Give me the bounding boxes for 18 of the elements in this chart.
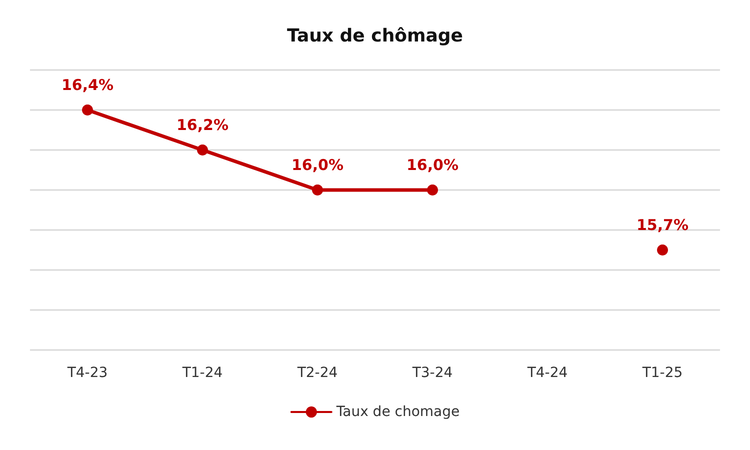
x-tick-label: T4-24: [526, 365, 568, 381]
point: [197, 144, 208, 156]
x-tick-label: T3-24: [411, 365, 453, 381]
data-label: 16,0%: [291, 156, 344, 174]
x-tick-label: T2-24: [296, 365, 338, 381]
point: [427, 184, 438, 196]
data-label: 16,4%: [61, 76, 114, 94]
x-tick-label: T4-23: [66, 365, 108, 381]
point: [82, 104, 93, 116]
data-label: 15,7%: [636, 216, 689, 234]
data-label: 16,0%: [406, 156, 459, 174]
point: [657, 244, 668, 256]
x-tick-label: T1-25: [641, 365, 683, 381]
x-tick-label: T1-24: [181, 365, 223, 381]
data-label: 16,2%: [176, 116, 229, 134]
legend-label: Taux de chomage: [335, 404, 460, 420]
point: [312, 184, 323, 196]
chart-title: Taux de chômage: [286, 26, 464, 46]
